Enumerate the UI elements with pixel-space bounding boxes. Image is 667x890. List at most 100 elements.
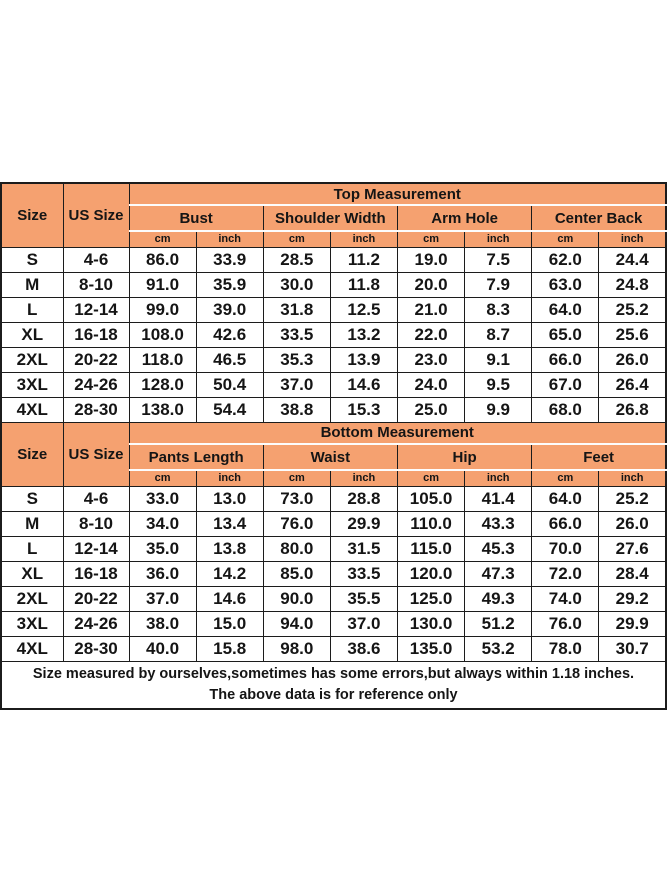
value-cell: 63.0	[531, 271, 600, 298]
value-cell: 22.0	[396, 321, 466, 348]
value-cell: 8.3	[464, 296, 533, 323]
us-size-cell: 20-22	[62, 585, 130, 612]
value-cell: 24.8	[598, 271, 667, 298]
value-cell: 31.5	[329, 535, 399, 562]
value-cell: 64.0	[531, 296, 600, 323]
column-header: Hip	[396, 443, 533, 471]
table-row: S 4-6 86.0 33.9 28.5 11.2 19.0 7.5 62.0 24.4	[0, 246, 667, 273]
value-cell: 73.0	[262, 485, 331, 512]
value-cell: 14.2	[195, 560, 264, 587]
value-cell: 35.3	[262, 346, 331, 373]
value-cell: 25.0	[396, 396, 466, 423]
value-cell: 26.8	[598, 396, 667, 423]
value-cell: 9.5	[464, 371, 533, 398]
value-cell: 118.0	[128, 346, 197, 373]
unit-cm-header: cm	[128, 230, 197, 248]
value-cell: 72.0	[531, 560, 600, 587]
unit-cm-header: cm	[396, 469, 466, 487]
us-size-header: US Size	[62, 182, 130, 248]
table-row: M 8-10 34.0 13.4 76.0 29.9 110.0 43.3 66.0 26.0	[0, 510, 667, 537]
value-cell: 29.9	[598, 610, 667, 637]
value-cell: 78.0	[531, 635, 600, 662]
column-header: Arm Hole	[396, 204, 533, 232]
us-size-cell: 12-14	[62, 296, 130, 323]
us-size-cell: 8-10	[62, 510, 130, 537]
us-size-header: US Size	[62, 421, 130, 487]
value-cell: 15.3	[329, 396, 399, 423]
value-cell: 26.0	[598, 346, 667, 373]
value-cell: 39.0	[195, 296, 264, 323]
value-cell: 138.0	[128, 396, 197, 423]
value-cell: 62.0	[531, 246, 600, 273]
value-cell: 9.9	[464, 396, 533, 423]
size-chart-footer: Size measured by ourselves,sometimes has…	[0, 660, 667, 709]
value-cell: 13.4	[195, 510, 264, 537]
table-row: 3XL 24-26 38.0 15.0 94.0 37.0 130.0 51.2 76.0 29.…	[0, 610, 667, 637]
size-chart-body: Size US Size Top Measurement Bust Shoulder W…	[0, 182, 667, 662]
table-row: 4XL 28-30 40.0 15.8 98.0 38.6 135.0 53.2 78.0 30.…	[0, 635, 667, 662]
us-size-cell: 28-30	[62, 635, 130, 662]
value-cell: 28.8	[329, 485, 399, 512]
us-size-cell: 24-26	[62, 610, 130, 637]
value-cell: 66.0	[531, 510, 600, 537]
value-cell: 14.6	[329, 371, 399, 398]
value-cell: 120.0	[396, 560, 466, 587]
value-cell: 76.0	[531, 610, 600, 637]
unit-inch-header: inch	[195, 469, 264, 487]
us-size-cell: 28-30	[62, 396, 130, 423]
value-cell: 7.5	[464, 246, 533, 273]
us-size-cell: 16-18	[62, 560, 130, 587]
value-cell: 46.5	[195, 346, 264, 373]
size-cell: 3XL	[0, 371, 64, 398]
column-header: Pants Length	[128, 443, 264, 471]
value-cell: 13.0	[195, 485, 264, 512]
value-cell: 108.0	[128, 321, 197, 348]
value-cell: 28.5	[262, 246, 331, 273]
footer-note: Size measured by ourselves,sometimes has…	[0, 660, 667, 709]
size-cell: L	[0, 535, 64, 562]
value-cell: 99.0	[128, 296, 197, 323]
value-cell: 38.6	[329, 635, 399, 662]
value-cell: 25.2	[598, 296, 667, 323]
unit-inch-header: inch	[598, 469, 667, 487]
footer-row: Size measured by ourselves,sometimes has…	[0, 660, 667, 709]
value-cell: 98.0	[262, 635, 331, 662]
column-header: Bust	[128, 204, 264, 232]
value-cell: 26.4	[598, 371, 667, 398]
footer-note-line2: The above data is for reference only	[209, 686, 458, 703]
header-units-row: cm inch cm inch cm inch cm inch	[1, 230, 667, 248]
value-cell: 35.0	[128, 535, 197, 562]
section-title: Bottom Measurement	[128, 421, 667, 445]
value-cell: 24.0	[396, 371, 466, 398]
value-cell: 90.0	[262, 585, 331, 612]
size-cell: M	[0, 271, 64, 298]
value-cell: 8.7	[464, 321, 533, 348]
value-cell: 110.0	[396, 510, 466, 537]
value-cell: 23.0	[396, 346, 466, 373]
table-row: M 8-10 91.0 35.9 30.0 11.8 20.0 7.9 63.0 24.8	[0, 271, 667, 298]
value-cell: 49.3	[464, 585, 533, 612]
header-title-row: Size US Size Bottom Measurement	[0, 421, 667, 487]
size-cell: 4XL	[0, 635, 64, 662]
value-cell: 47.3	[464, 560, 533, 587]
unit-inch-header: inch	[329, 230, 399, 248]
value-cell: 91.0	[128, 271, 197, 298]
value-cell: 13.2	[329, 321, 399, 348]
value-cell: 13.9	[329, 346, 399, 373]
value-cell: 128.0	[128, 371, 197, 398]
value-cell: 64.0	[531, 485, 600, 512]
value-cell: 33.0	[128, 485, 197, 512]
value-cell: 11.2	[329, 246, 399, 273]
size-cell: XL	[0, 321, 64, 348]
value-cell: 38.8	[262, 396, 331, 423]
value-cell: 54.4	[195, 396, 264, 423]
value-cell: 33.9	[195, 246, 264, 273]
value-cell: 37.0	[128, 585, 197, 612]
value-cell: 94.0	[262, 610, 331, 637]
value-cell: 135.0	[396, 635, 466, 662]
value-cell: 66.0	[531, 346, 600, 373]
value-cell: 115.0	[396, 535, 466, 562]
table-row: S 4-6 33.0 13.0 73.0 28.8 105.0 41.4 64.0 25.2	[0, 485, 667, 512]
unit-cm-header: cm	[396, 230, 466, 248]
header-columns-row: Bust Shoulder Width Arm Hole Center Back	[1, 204, 667, 232]
